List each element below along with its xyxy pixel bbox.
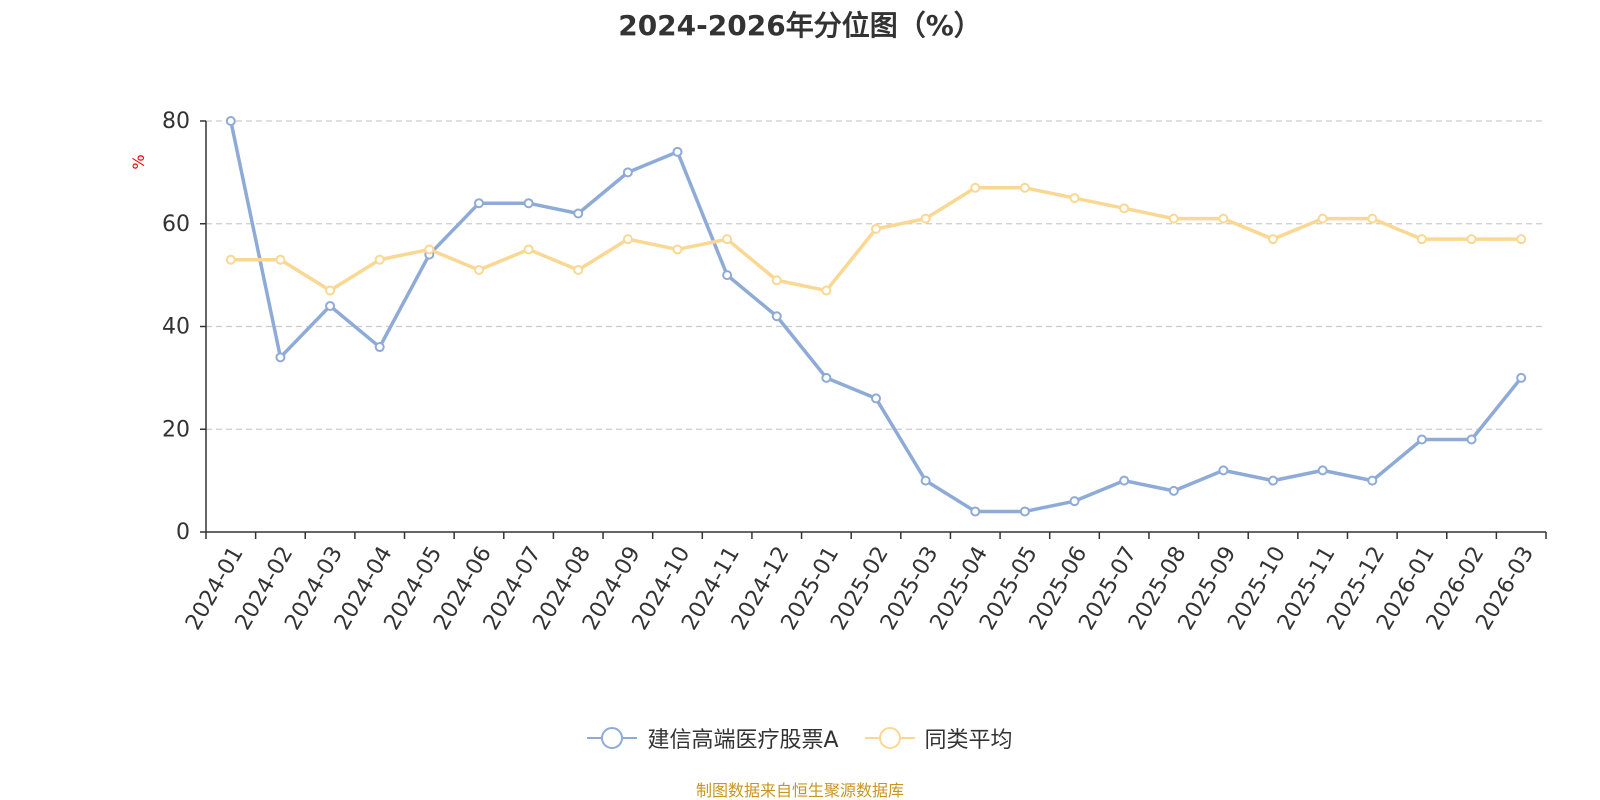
data-point — [1466, 434, 1477, 445]
grid-lines — [206, 120, 1546, 430]
data-point — [225, 254, 236, 265]
data-point — [871, 393, 881, 404]
data-point — [325, 285, 336, 296]
data-point — [374, 342, 385, 353]
data-point — [1466, 234, 1477, 245]
y-tick-label: 20 — [162, 417, 190, 442]
y-tick-label: 0 — [176, 520, 190, 545]
data-point — [473, 198, 484, 209]
data-point — [920, 213, 931, 224]
data-point — [523, 244, 534, 255]
data-point — [275, 254, 286, 265]
data-point — [622, 234, 633, 245]
data-point — [1367, 475, 1378, 486]
data-point — [1317, 465, 1328, 476]
legend: 建信高端医疗股票A 同类平均 — [0, 722, 1600, 754]
data-point — [1516, 372, 1527, 383]
data-point — [970, 182, 981, 193]
source-note: 制图数据来自恒生聚源数据库 — [695, 781, 904, 800]
data-point — [1119, 475, 1130, 486]
data-point — [1119, 203, 1130, 214]
data-point — [473, 264, 484, 275]
data-point — [1168, 485, 1179, 496]
data-point — [821, 285, 832, 296]
data-point — [523, 198, 534, 209]
chart-title: 2024-2026年分位图（%） — [618, 9, 982, 42]
data-point — [871, 223, 881, 234]
data-point — [374, 254, 385, 265]
data-point — [1069, 193, 1080, 204]
data-point — [1268, 234, 1279, 245]
data-point — [771, 311, 782, 322]
data-point — [1367, 213, 1378, 224]
data-point — [1516, 234, 1527, 245]
y-axis-unit-label: % — [129, 154, 148, 169]
data-point — [771, 275, 782, 286]
data-point — [722, 270, 733, 281]
data-point — [1416, 434, 1427, 445]
data-point — [920, 475, 931, 486]
data-point — [672, 146, 683, 157]
series-line-0 — [229, 120, 1523, 514]
data-point — [1218, 465, 1229, 476]
data-point — [325, 300, 336, 311]
data-point — [1019, 506, 1030, 517]
data-point — [1416, 234, 1427, 245]
data-point — [1168, 213, 1179, 224]
legend-item-series-0[interactable]: 建信高端医疗股票A — [587, 722, 839, 754]
data-point — [722, 234, 733, 245]
y-tick-label: 40 — [162, 315, 190, 340]
data-point — [225, 116, 236, 126]
legend-marker-icon — [864, 727, 915, 749]
data-point — [672, 244, 683, 255]
y-tick-label: 60 — [162, 212, 190, 237]
data-point — [821, 372, 832, 383]
data-point — [1069, 496, 1080, 507]
series-lines — [225, 116, 1527, 517]
legend-item-series-1[interactable]: 同类平均 — [864, 722, 1013, 754]
data-point — [1218, 213, 1229, 224]
data-point — [1268, 475, 1279, 486]
legend-label: 建信高端医疗股票A — [647, 728, 839, 753]
data-point — [424, 244, 435, 255]
legend-marker-icon — [587, 727, 638, 749]
data-point — [573, 264, 584, 275]
data-point — [622, 167, 633, 178]
y-tick-label: 80 — [162, 109, 190, 134]
axes: 0204060802024-012024-022024-032024-04202… — [162, 109, 1547, 634]
data-point — [1019, 182, 1030, 193]
legend-label: 同类平均 — [924, 728, 1013, 753]
data-point — [275, 352, 286, 363]
data-point — [1317, 213, 1328, 224]
data-point — [970, 506, 981, 517]
series-line-1 — [230, 186, 1522, 293]
data-point — [573, 208, 584, 219]
